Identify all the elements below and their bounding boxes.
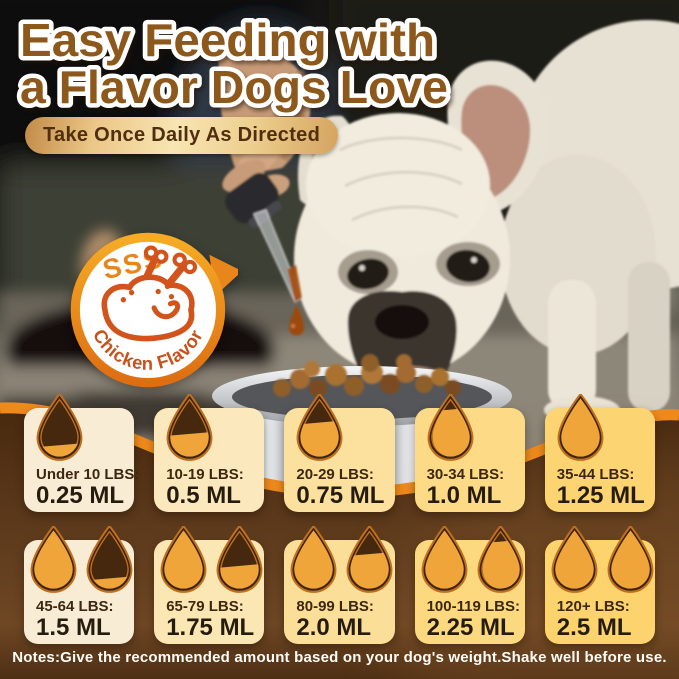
dose-droplet-icon xyxy=(554,394,607,463)
weight-label: Under 10 LBS: xyxy=(36,466,140,483)
dosage-card: 45-64 LBS: 1.5 ML xyxy=(24,526,135,644)
dose-droplet-icon xyxy=(83,526,136,595)
dog-nose xyxy=(375,305,429,339)
dose-droplet-icon xyxy=(287,526,340,595)
weight-label: 120+ LBS: xyxy=(556,598,630,615)
dose-droplet-icon xyxy=(604,526,657,595)
dose-value: 2.25 ML xyxy=(426,614,515,641)
dose-droplet-icon xyxy=(293,394,346,463)
dosage-card: 30-34 LBS: 1.0 ML xyxy=(414,394,525,512)
dosage-card: 120+ LBS: 2.5 ML xyxy=(544,526,655,644)
dose-value: 2.5 ML xyxy=(556,614,632,641)
dose-droplet-icon xyxy=(27,526,80,595)
dose-value: 2.0 ML xyxy=(296,614,372,641)
dose-value: 1.5 ML xyxy=(36,614,111,641)
dose-droplet-icon xyxy=(418,526,471,595)
dosage-row-2: 45-64 LBS: 1.5 ML 65-79 LBS: 1.75 ML 80-… xyxy=(24,526,655,644)
page-title-line2: a Flavor Dogs Love xyxy=(20,61,448,113)
dose-droplet-icon xyxy=(213,526,266,595)
dose-value: 1.75 ML xyxy=(166,614,255,641)
dose-value: 1.0 ML xyxy=(426,482,502,509)
dosage-card: Under 10 LBS: 0.25 ML xyxy=(24,394,139,512)
dosage-card: 10-19 LBS: 0.5 ML xyxy=(154,394,265,512)
kibble xyxy=(273,354,461,397)
dosage-card: 65-79 LBS: 1.75 ML xyxy=(154,526,265,644)
weight-label: 100-119 LBS: xyxy=(426,598,520,615)
dose-value: 0.25 ML xyxy=(36,482,125,509)
chicken-flavor-badge: SSS Chicken Flavor xyxy=(70,232,238,388)
dose-droplet-icon xyxy=(548,526,601,595)
dog-front-leg xyxy=(548,280,596,412)
dosage-card: 100-119 LBS: 2.25 ML xyxy=(414,526,525,644)
dosage-card: 35-44 LBS: 1.25 ML xyxy=(544,394,655,512)
dosage-card: 80-99 LBS: 2.0 ML xyxy=(284,526,395,644)
chicken-icon xyxy=(101,245,198,342)
dose-droplet-icon xyxy=(424,394,477,463)
dose-droplet-icon xyxy=(343,526,396,595)
weight-label: 45-64 LBS: xyxy=(36,598,114,615)
page-title-line1: Easy Feeding with xyxy=(20,14,435,66)
dose-value: 0.75 ML xyxy=(296,482,385,509)
weight-label: 20-29 LBS: xyxy=(296,466,374,483)
dose-droplet-icon xyxy=(33,394,86,463)
dose-droplet-icon xyxy=(157,526,210,595)
headline: Easy Feeding with a Flavor Dogs Love xyxy=(16,10,453,117)
dropper-liquid xyxy=(287,265,302,302)
dosage-card: 20-29 LBS: 0.75 ML xyxy=(284,394,395,512)
dog-right-eye xyxy=(446,249,490,283)
weight-label: 30-34 LBS: xyxy=(426,466,505,483)
weight-label: 80-99 LBS: xyxy=(296,598,374,615)
dosage-row-1: Under 10 LBS: 0.25 ML 10-19 LBS: 0.5 ML … xyxy=(24,394,655,512)
dog-left-eye xyxy=(347,258,389,290)
notes-text: Notes:Give the recommended amount based … xyxy=(12,649,667,666)
dose-droplet-icon xyxy=(474,526,527,595)
weight-label: 35-44 LBS: xyxy=(556,466,635,483)
weight-label: 10-19 LBS: xyxy=(166,466,244,483)
dosing-banner: Take Once Daily As Directed xyxy=(25,117,339,154)
dose-value: 0.5 ML xyxy=(166,482,241,509)
dose-droplet-icon xyxy=(163,394,216,463)
dose-value: 1.25 ML xyxy=(556,482,645,509)
weight-label: 65-79 LBS: xyxy=(166,598,244,615)
